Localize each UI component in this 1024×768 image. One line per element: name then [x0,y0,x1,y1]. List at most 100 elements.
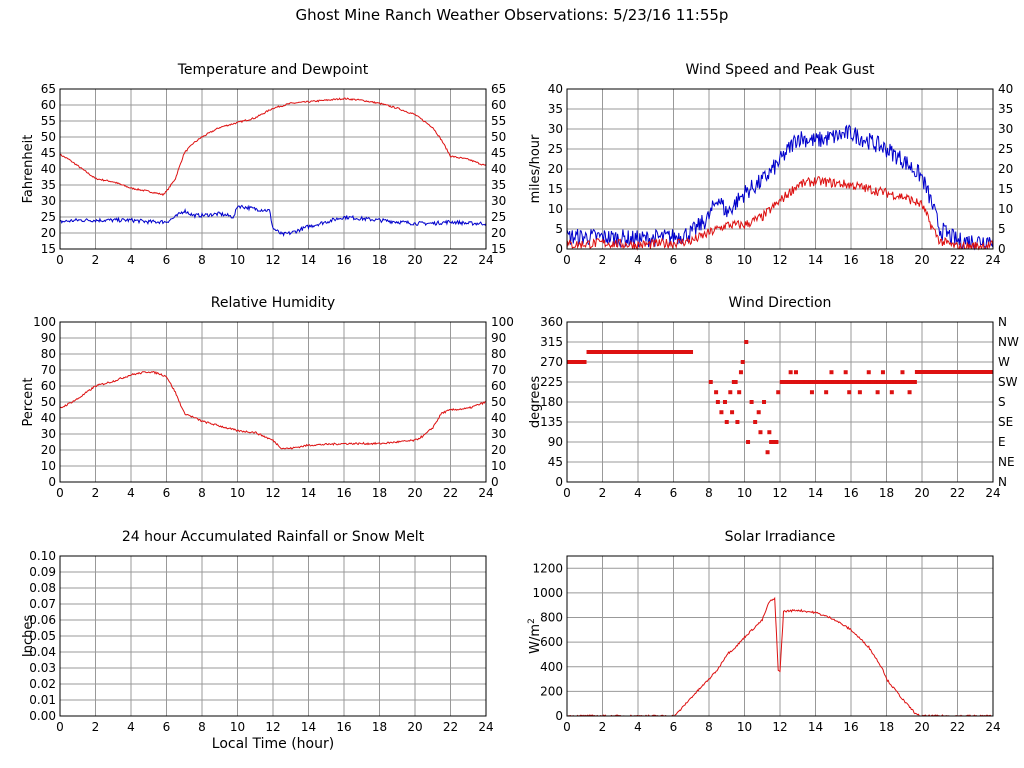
y-right-tick-label: E [998,435,1006,449]
y-tick-label: 65 [41,82,56,96]
direction-point [762,400,767,404]
y-tick-label: 1200 [532,561,563,575]
x-tick-label: 18 [372,253,387,267]
x-tick-label: 0 [563,486,571,500]
y-tick-label: 1000 [532,586,563,600]
direction-point [889,390,894,395]
plot-frame [59,88,487,250]
y-tick-label: 200 [540,684,563,698]
x-tick-label: 18 [372,486,387,500]
x-tick-label: 16 [843,253,858,267]
direction-point [770,440,775,444]
direction-point [779,380,784,384]
y-right-tick-label: 55 [491,114,506,128]
y-tick-label: 270 [540,355,563,369]
x-tick-label: 14 [301,486,316,500]
x-tick-label: 20 [914,486,929,500]
y-right-tick-label: 80 [491,347,506,361]
y-right-tick-label: 10 [491,459,506,473]
x-tick-label: 18 [879,486,894,500]
x-tick-label: 6 [670,253,678,267]
y-tick-label: 0.04 [29,645,56,659]
x-tick-label: 16 [336,253,351,267]
chart-title: Solar Irradiance [725,529,836,545]
x-tick-label: 10 [737,720,752,734]
y-right-tick-label: 15 [998,182,1013,196]
x-tick-label: 22 [443,720,458,734]
y-tick-label: 20 [41,443,56,457]
y-axis-label: degrees [528,376,543,429]
y-tick-label: 50 [41,395,56,409]
y-right-tick-label: 30 [998,122,1013,136]
direction-point [758,430,763,435]
x-tick-label: 4 [127,253,135,267]
y-tick-label: 600 [540,635,563,649]
x-tick-label: 8 [705,720,713,734]
direction-point [738,370,743,375]
direction-run [914,370,993,374]
x-tick-label: 22 [443,486,458,500]
x-tick-label: 0 [56,720,64,734]
x-tick-label: 8 [705,253,713,267]
y-right-tick-label: 60 [491,379,506,393]
direction-point [843,370,848,375]
y-right-tick-label: 25 [998,142,1013,156]
direction-point [708,380,713,384]
x-tick-label: 18 [372,720,387,734]
y-tick-label: 25 [41,210,56,224]
y-tick-label: 70 [41,363,56,377]
direction-point [746,440,751,444]
y-right-tick-label: 40 [491,411,506,425]
x-tick-label: 22 [443,253,458,267]
x-tick-label: 0 [563,253,571,267]
direction-point [765,450,770,455]
x-tick-label: 14 [808,253,823,267]
y-right-tick-label: 50 [491,395,506,409]
direction-run [586,350,694,354]
y-tick-label: 0.06 [29,613,56,627]
direction-run [567,360,587,364]
y-tick-label: 0 [555,709,563,723]
direction-point [756,410,761,415]
direction-point [714,390,719,395]
x-tick-label: 4 [634,486,642,500]
x-tick-label: 20 [407,253,422,267]
y-right-tick-label: 0 [998,242,1006,256]
y-right-tick-label: 70 [491,363,506,377]
x-tick-label: 2 [599,486,607,500]
x-tick-label: 6 [670,486,678,500]
x-tick-label: 10 [230,720,245,734]
x-tick-label: 14 [301,253,316,267]
y-tick-label: 40 [548,82,563,96]
chart-panel-5: 24 hour Accumulated Rainfall or Snow Mel… [21,529,494,734]
y-tick-label: 10 [41,459,56,473]
plot-frame [566,88,994,250]
x-tick-label: 14 [808,486,823,500]
y-right-tick-label: 45 [491,146,506,160]
y-tick-label: 0.00 [29,709,56,723]
y-right-tick-label: 100 [491,315,514,329]
x-tick-label: 6 [163,253,171,267]
x-tick-label: 24 [478,486,493,500]
y-right-tick-label: N [998,315,1007,329]
y-tick-label: 315 [540,335,563,349]
direction-point [722,400,727,404]
direction-point [880,370,885,375]
y-tick-label: 0.07 [29,597,56,611]
y-right-tick-label: 15 [491,242,506,256]
y-axis-label: Fahrenheit [21,135,36,204]
direction-point [875,390,880,395]
x-tick-label: 12 [265,253,280,267]
y-tick-label: 60 [41,379,56,393]
x-tick-label: 22 [950,253,965,267]
y-tick-label: 20 [548,162,563,176]
y-axis-label-superscript: 2 [527,618,537,624]
series-line-2 [59,204,487,237]
x-tick-label: 6 [670,720,678,734]
chart-title: Relative Humidity [211,295,335,311]
y-tick-label: 60 [41,98,56,112]
chart-title: 24 hour Accumulated Rainfall or Snow Mel… [122,529,425,545]
